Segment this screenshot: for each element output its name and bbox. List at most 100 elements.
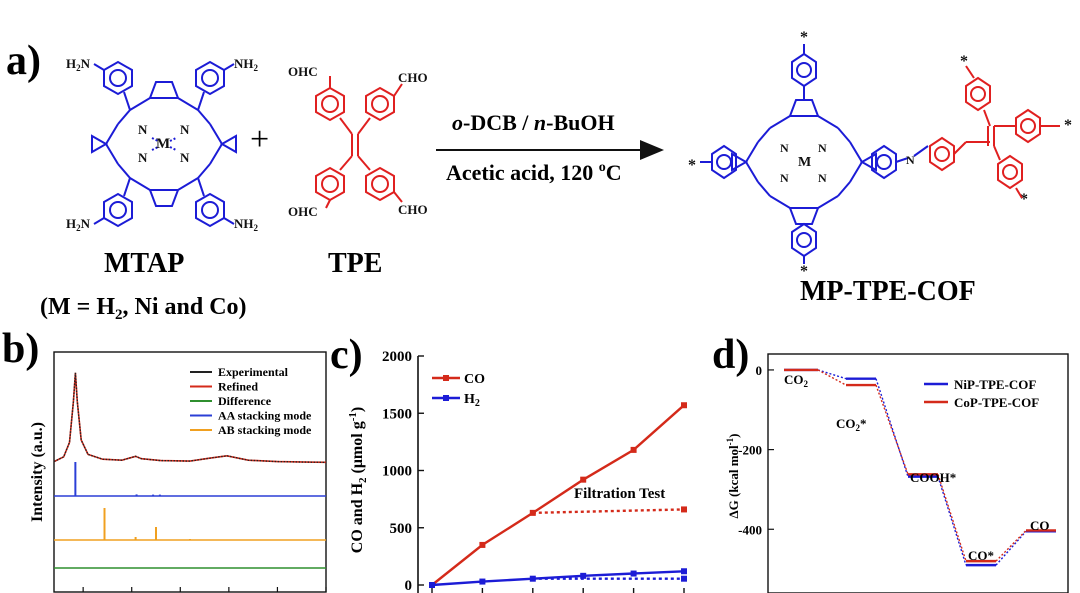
product-star-top: * — [800, 29, 808, 46]
chart-c-ytick-label-1: 500 — [390, 521, 413, 537]
mtap-n-label-2: N — [180, 122, 190, 137]
chart-d-state-label-0: CO2 — [784, 372, 809, 389]
mtap-phenyl-ring-top-left — [93, 60, 133, 111]
chart-d-free-energy: ΔG (kcal mol-1) 0 -200 -400 CO2 CO2* COOH* CO… — [725, 353, 1069, 593]
chart-c-point-1-3 — [580, 572, 587, 579]
chart-d-ytick-label-2: -400 — [738, 522, 762, 537]
product-tpe-unit — [929, 65, 1060, 199]
chart-b-xtick-label-2: 15 — [173, 591, 187, 593]
mtap-atom-labels: M N N N N H2N NH2 H2N NH2 — [66, 56, 259, 233]
chart-d-state-label-2: COOH* — [910, 470, 956, 485]
chart-b-axes-box — [53, 351, 327, 593]
chart-b-xtick-label-5: 30 — [319, 591, 333, 593]
chart-d-y-ticks: 0 -200 -400 — [738, 363, 774, 537]
tpe-ohc-top: OHC — [288, 64, 318, 79]
mtap-nh2-bottom-right: NH2 — [234, 216, 259, 233]
chart-c-filtration-point-1 — [681, 575, 687, 582]
mtap-phenyl-ring-bottom-left — [93, 177, 133, 228]
chart-d-state-label-4: CO — [1030, 518, 1050, 533]
chart-b-legend-label-0: Experimental — [218, 365, 289, 379]
tpe-phenyl-ring-top-left — [315, 76, 353, 135]
chart-b-legend-label-4: AB stacking mode — [218, 423, 312, 437]
mtap-phenyl-ring-top-right — [195, 60, 235, 111]
chart-c-series-line-1 — [431, 570, 685, 587]
chart-c-legend: CO H2 — [432, 372, 485, 409]
product-structure: M N N N N N * * * * * * — [688, 29, 1072, 280]
chart-b-pxrd: Intensity (a.u.) ExperimentalRefinedDiff… — [29, 351, 333, 593]
chart-c-ytick-label-0: 0 — [405, 578, 413, 593]
chart-b-ylabel: Intensity (a.u.) — [29, 422, 46, 522]
chart-c-point-1-4 — [630, 570, 637, 577]
chart-c-legend-marker-1 — [443, 395, 449, 401]
chart-c-annotation-filtration: Filtration Test — [574, 486, 665, 502]
tpe-phenyl-ring-bottom-left — [315, 155, 353, 209]
product-star-tpe-top: * — [960, 53, 968, 70]
product-star-bottom: * — [800, 263, 808, 280]
chart-d-connector-0-3 — [995, 530, 1027, 566]
chart-d-series — [784, 368, 1056, 567]
chart-b-xtick-label-0: 5 — [80, 591, 87, 593]
chart-d-connector-0-2 — [937, 476, 967, 566]
chart-b-xtick-label-1: 10 — [125, 591, 139, 593]
chart-d-connector-1-0 — [817, 369, 847, 386]
product-star-tpe-right: * — [1064, 117, 1072, 134]
chart-c-point-1-5 — [681, 568, 687, 575]
chart-c-ytick-label-4: 2000 — [382, 349, 412, 365]
mtap-metal-label: M — [156, 136, 170, 152]
chart-d-connector-1-2 — [937, 474, 967, 562]
chart-c-ytick-label-3: 1500 — [382, 406, 412, 422]
chart-c-point-0-1 — [479, 541, 486, 548]
tpe-cho-bottom: CHO — [398, 202, 428, 217]
product-n-label-4: N — [818, 171, 827, 185]
mtap-n-label-3: N — [138, 150, 148, 165]
chart-d-connector-0-0 — [817, 369, 847, 380]
product-n-label-3: N — [780, 171, 789, 185]
chart-d-ylabel: ΔG (kcal mol-1) — [725, 434, 741, 519]
product-imine-n: N — [906, 153, 915, 167]
chart-b-legend-label-3: AA stacking mode — [218, 409, 312, 423]
product-n-label-2: N — [818, 141, 827, 155]
chart-c-point-0-2 — [529, 509, 536, 516]
chart-d-axes-box — [767, 353, 1069, 593]
mtap-nh2-top-right: NH2 — [234, 56, 259, 73]
mtap-name: MTAP — [104, 248, 184, 279]
mtap-nh2-bottom-left: H2N — [66, 216, 91, 233]
chart-c-legend-label-1: H2 — [464, 392, 480, 409]
chart-b-traces — [53, 372, 327, 569]
mtap-phenyl-ring-bottom-right — [195, 177, 235, 228]
chart-c-point-0-5 — [681, 402, 687, 409]
chart-c-series — [429, 402, 687, 588]
chart-d-ytick-label-0: 0 — [756, 363, 763, 378]
chart-c-point-0-4 — [630, 446, 637, 453]
chart-c-y-ticks: 0 500 1000 1500 2000 — [382, 349, 685, 593]
chart-d-state-label-3: CO* — [968, 548, 994, 563]
mtap-metal-note: (M = H2, Ni and Co) — [40, 294, 247, 323]
panel-b-label: b) — [2, 326, 39, 372]
chart-c-production: CO and H2 (μmol g-1) 0 500 1000 1500 2000 CO… — [347, 349, 687, 593]
mtap-n-label-4: N — [180, 150, 190, 165]
chart-b-trace-experimental — [53, 372, 327, 463]
tpe-cho-top: CHO — [398, 70, 428, 85]
chart-c-filtration-line-0 — [532, 508, 685, 515]
chart-c-point-1-1 — [479, 578, 486, 585]
chart-c-point-1-2 — [529, 575, 536, 582]
product-atom-labels: M N N N N N * * * * * * — [688, 29, 1072, 280]
chart-d-ytick-label-1: -200 — [738, 443, 762, 458]
reaction-condition-solvent: o-DCB / n-BuOH — [452, 110, 615, 135]
chart-d-state-label-1: CO2* — [836, 416, 867, 433]
product-n-label-1: N — [780, 141, 789, 155]
panel-c-label: c) — [330, 332, 363, 378]
mtap-porphyrin-core — [91, 81, 237, 207]
chart-b-legend-label-1: Refined — [218, 380, 258, 394]
panel-a-label: a) — [6, 38, 41, 84]
tpe-phenyl-ring-top-right — [357, 83, 403, 135]
tpe-name: TPE — [328, 248, 382, 279]
chart-b-xtick-label-3: 20 — [222, 591, 236, 593]
chart-b-x-ticks: 5 10 15 20 25 30 — [80, 587, 333, 593]
product-star-left: * — [688, 157, 696, 174]
tpe-ohc-bottom: OHC — [288, 204, 318, 219]
product-star-tpe-bottom: * — [1020, 191, 1028, 208]
product-metal-label: M — [798, 155, 811, 170]
mtap-structure — [91, 60, 237, 228]
